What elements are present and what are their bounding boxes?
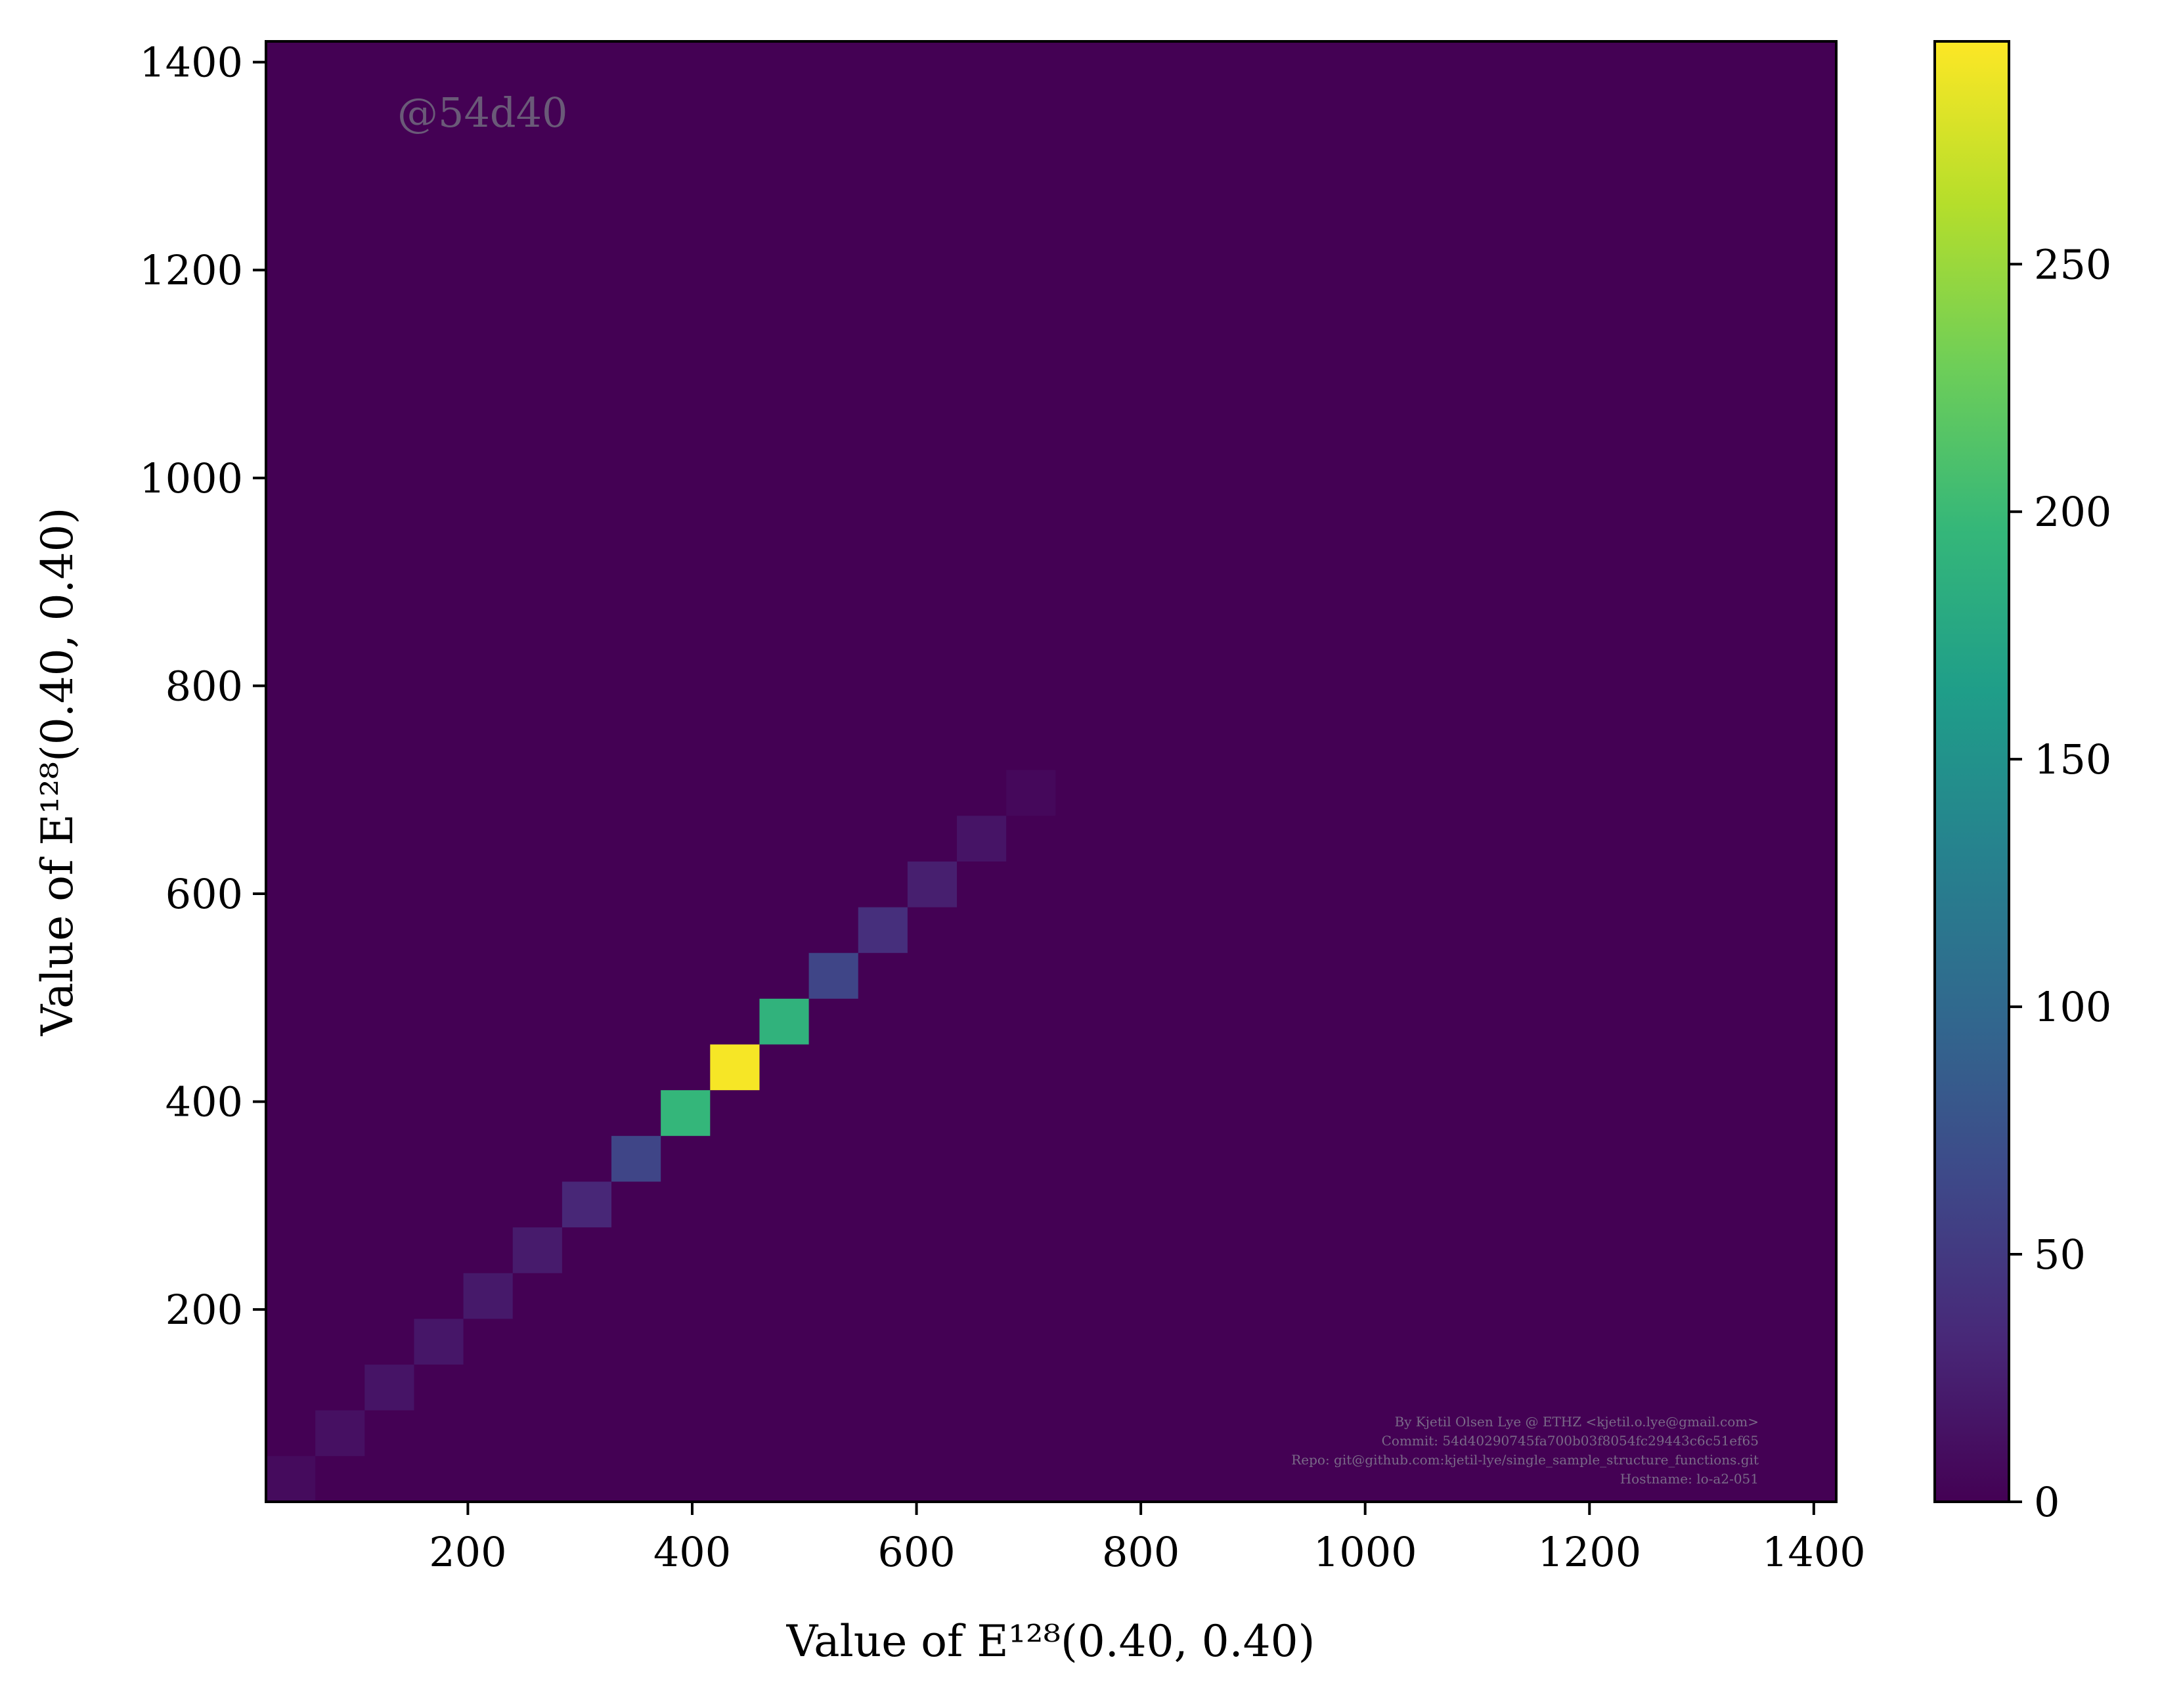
heatmap-cell bbox=[1006, 770, 1056, 816]
y-axis-ticks: 200 400 600 800 1000 1200 1400 bbox=[139, 39, 266, 1334]
heatmap-cell bbox=[463, 1273, 513, 1319]
heatmap-cell bbox=[562, 1181, 612, 1228]
heatmap-cell bbox=[907, 861, 958, 908]
heatmap-cell bbox=[858, 907, 908, 953]
x-tick-label: 800 bbox=[1102, 1528, 1179, 1576]
heatmap-cell bbox=[710, 1044, 760, 1091]
colorbar-tick-label: 150 bbox=[2034, 735, 2111, 783]
y-tick-label: 800 bbox=[165, 662, 243, 710]
colorbar-tick-label: 0 bbox=[2034, 1478, 2060, 1526]
heatmap-cell bbox=[808, 953, 858, 999]
colorbar-tick-label: 100 bbox=[2034, 983, 2111, 1031]
y-tick-label: 400 bbox=[165, 1078, 243, 1126]
heatmap-cells bbox=[266, 770, 1056, 1502]
footer-line: Hostname: lo-a2-051 bbox=[1620, 1471, 1759, 1487]
x-tick-label: 1400 bbox=[1762, 1528, 1866, 1576]
colorbar-tick-label: 50 bbox=[2034, 1231, 2086, 1279]
colorbar-tick-label: 200 bbox=[2034, 488, 2111, 536]
plot-frame bbox=[265, 40, 1838, 1503]
y-axis-label: Value of E¹²⁸(0.40, 0.40) bbox=[32, 508, 83, 1037]
x-axis-label: Value of E¹²⁸(0.40, 0.40) bbox=[786, 1616, 1315, 1667]
x-axis-ticks: 200 400 600 800 1000 1200 1400 bbox=[429, 1502, 1866, 1576]
y-tick-label: 200 bbox=[165, 1286, 243, 1334]
colorbar bbox=[1933, 40, 2010, 1503]
y-tick-label: 1200 bbox=[139, 246, 243, 294]
colorbar-ticks: 0 50 100 150 200 250 bbox=[2009, 240, 2111, 1526]
y-tick-label: 1400 bbox=[139, 39, 243, 87]
x-tick-label: 200 bbox=[429, 1528, 506, 1576]
y-tick-label: 600 bbox=[165, 870, 243, 918]
heatmap-cell bbox=[364, 1365, 414, 1411]
heatmap-cell bbox=[512, 1227, 562, 1273]
heatmap-cell bbox=[414, 1319, 464, 1365]
heatmap-cell bbox=[661, 1090, 711, 1136]
x-tick-label: 400 bbox=[653, 1528, 731, 1576]
x-tick-label: 600 bbox=[877, 1528, 955, 1576]
footer-line: Repo: git@github.com:kjetil-lye/single_s… bbox=[1291, 1452, 1759, 1468]
heatmap-cell bbox=[957, 816, 1007, 862]
heatmap-cell bbox=[759, 998, 809, 1045]
footer-line: Commit: 54d40290745fa700b03f8054fc29443c… bbox=[1382, 1433, 1759, 1449]
heatmap-cell bbox=[266, 1456, 316, 1502]
footer-line: By Kjetil Olsen Lye @ ETHZ <kjetil.o.lye… bbox=[1394, 1414, 1759, 1430]
heatmap-cell bbox=[611, 1135, 661, 1182]
watermark-label: @54d40 bbox=[397, 89, 567, 137]
x-tick-label: 1000 bbox=[1313, 1528, 1417, 1576]
x-tick-label: 1200 bbox=[1537, 1528, 1641, 1576]
y-tick-label: 1000 bbox=[139, 454, 243, 502]
heatmap-cell bbox=[315, 1410, 365, 1456]
colorbar-tick-label: 250 bbox=[2034, 240, 2111, 288]
footer-info: By Kjetil Olsen Lye @ ETHZ <kjetil.o.lye… bbox=[1291, 1414, 1759, 1487]
